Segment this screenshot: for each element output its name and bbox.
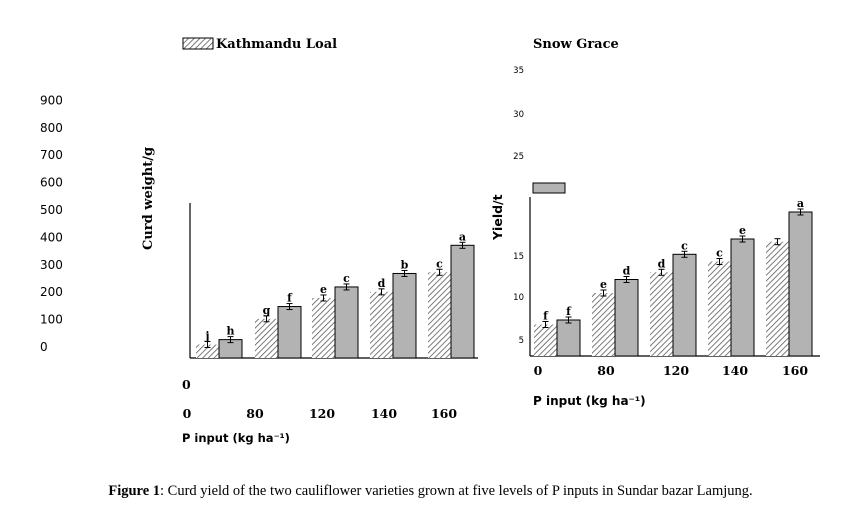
right-y-tick-labels: 35 30 25 15 10 5	[513, 66, 524, 346]
legend-label: Kathmandu Loal	[216, 37, 337, 52]
bar-1-s1-0	[556, 319, 581, 357]
right-chart: Snow Grace 35 30 25 15 10 5 Yield/t f f e d d c c e a…	[490, 37, 820, 408]
significance-letter-0-s0-0: j	[205, 330, 210, 343]
bar-0-s0-140	[370, 291, 393, 358]
left-extra-zero-label: 0	[182, 377, 191, 392]
significance-letter-1-s0-0: f	[543, 310, 549, 323]
legend-swatch-solid	[532, 182, 566, 194]
left-x-axis-label: P input (kg ha⁻¹)	[182, 431, 290, 445]
bar-0-s1-140	[392, 272, 417, 359]
right-bars: f f e d d c c e a	[534, 197, 813, 357]
significance-letter-1-s1-120: c	[681, 239, 688, 252]
x-tick-label-1-0: 0	[534, 363, 543, 378]
y-tick-label-0-600: 600	[40, 176, 63, 190]
y-tick-label-1-25: 25	[513, 152, 524, 162]
significance-letter-1-s1-0: f	[566, 305, 572, 318]
y-tick-label-1-35: 35	[513, 66, 524, 76]
significance-letter-0-s0-120: e	[320, 283, 327, 296]
left-y-tick-labels: 900 800 700 600 500 400 300 200 100 0	[40, 93, 63, 354]
significance-letter-1-s0-140: c	[716, 247, 723, 260]
x-tick-label-0-80: 80	[246, 406, 264, 421]
bar-0-s1-80	[277, 306, 302, 359]
left-y-axis-label: Curd weight/g	[141, 147, 156, 250]
significance-letter-0-s0-140: d	[378, 277, 386, 290]
left-bars: j h g f e c d b c a	[196, 230, 475, 359]
left-chart: Kathmandu Loal 9008007006005004003002001…	[40, 37, 478, 445]
y-tick-label-0-700: 700	[40, 148, 63, 162]
bar-1-s0-80	[592, 293, 615, 356]
bar-0-s0-80	[255, 318, 278, 358]
x-tick-label-1-80: 80	[597, 363, 615, 378]
figure-caption: Figure 1: Curd yield of the two cauliflo…	[0, 483, 861, 500]
y-tick-label-1-30: 30	[513, 110, 524, 120]
significance-letter-1-s0-80: e	[600, 278, 607, 291]
right-y-axis-label: Yield/t	[490, 194, 505, 241]
significance-letter-0-s0-80: g	[263, 304, 271, 317]
bar-0-s0-160	[428, 272, 451, 358]
significance-letter-1-s1-160: a	[797, 197, 804, 210]
x-tick-label-1-140: 140	[722, 363, 748, 378]
caption-label: Figure 1	[108, 483, 161, 499]
x-tick-label-0-120: 120	[309, 406, 335, 421]
significance-letter-1-s1-80: d	[623, 265, 631, 278]
y-tick-label-0-800: 800	[40, 121, 63, 135]
bar-1-s0-160	[766, 241, 789, 356]
right-x-axis-label: P input (kg ha⁻¹)	[533, 394, 646, 408]
right-chart-title: Snow Grace	[533, 37, 619, 52]
significance-letter-0-s1-120: c	[343, 272, 350, 285]
y-tick-label-1-10: 10	[513, 293, 524, 303]
significance-letter-0-s1-160: a	[459, 230, 466, 243]
significance-letter-0-s1-140: b	[401, 258, 409, 271]
bar-0-s0-120	[312, 297, 335, 358]
x-tick-label-1-160: 160	[782, 363, 808, 378]
y-tick-label-0-200: 200	[40, 285, 63, 299]
bar-0-s1-160	[450, 244, 475, 359]
y-tick-label-0-0: 0	[40, 340, 48, 354]
bar-0-s1-120	[334, 286, 359, 359]
significance-letter-1-s0-120: d	[658, 257, 666, 270]
significance-letter-1-s1-140: e	[739, 224, 746, 237]
right-x-tick-labels: 0 80 120 140 160	[534, 363, 809, 378]
y-tick-label-0-300: 300	[40, 258, 63, 272]
significance-letter-0-s1-80: f	[287, 292, 293, 305]
left-x-tick-labels: 0 80 120 140 160	[183, 406, 458, 421]
y-tick-label-0-900: 900	[40, 93, 63, 107]
y-tick-label-1-15: 15	[513, 252, 524, 262]
bar-1-s0-0	[534, 324, 557, 356]
bar-1-s1-140	[730, 238, 755, 357]
legend-swatch-hatched	[182, 37, 214, 50]
bar-0-s0-0	[196, 344, 219, 358]
x-tick-label-0-0: 0	[183, 406, 192, 421]
significance-letter-0-s1-0: h	[227, 325, 235, 338]
y-tick-label-0-400: 400	[40, 230, 63, 244]
y-tick-label-0-100: 100	[40, 313, 63, 327]
bar-1-s0-140	[708, 261, 731, 356]
bar-1-s1-80	[614, 279, 639, 357]
x-tick-label-0-160: 160	[431, 406, 457, 421]
significance-letter-0-s0-160: c	[436, 257, 443, 270]
bar-1-s0-120	[650, 272, 673, 356]
bar-1-s1-120	[672, 253, 697, 357]
y-tick-label-1-5: 5	[519, 336, 524, 346]
y-tick-label-0-500: 500	[40, 203, 63, 217]
bar-1-s1-160	[788, 211, 813, 357]
caption-text: : Curd yield of the two cauliflower vari…	[160, 483, 753, 499]
x-tick-label-1-120: 120	[663, 363, 689, 378]
x-tick-label-0-140: 140	[371, 406, 397, 421]
